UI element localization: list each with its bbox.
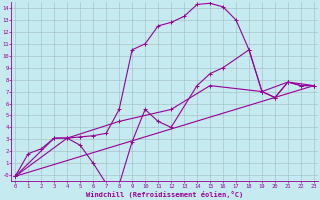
X-axis label: Windchill (Refroidissement éolien,°C): Windchill (Refroidissement éolien,°C) — [86, 191, 243, 198]
